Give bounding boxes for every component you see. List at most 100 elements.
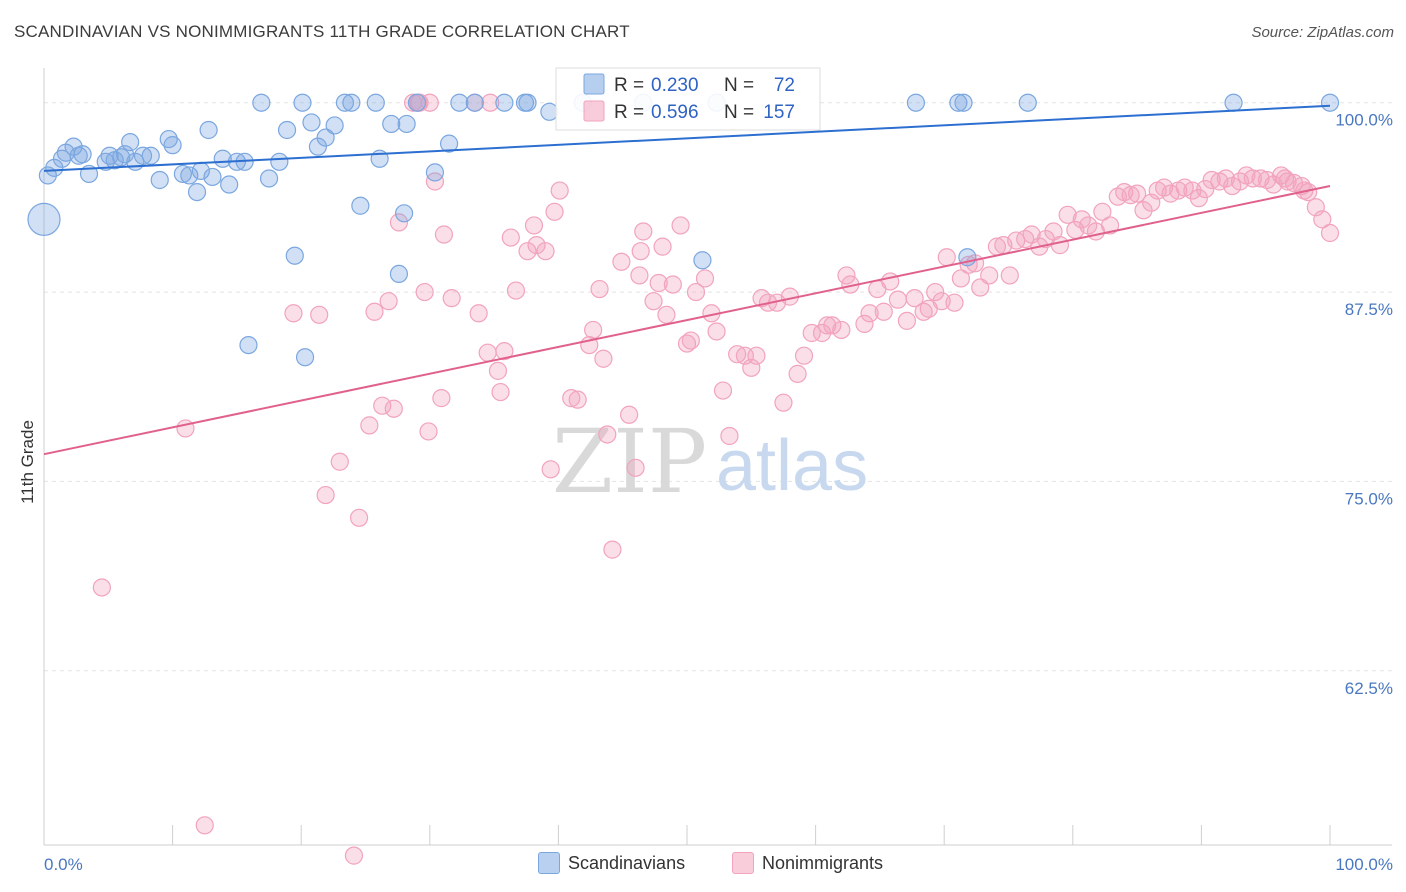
scandinavian-point xyxy=(173,164,192,184)
stats-legend: R = 0.230 N = 72 R = 0.596 N = 157 xyxy=(555,67,821,131)
nonimmigrant-point xyxy=(550,181,569,200)
scandinavian-point xyxy=(382,114,401,134)
nonimmigrant-point xyxy=(905,289,924,308)
watermark: ZIP atlas xyxy=(552,410,868,513)
nonimmigrant-point xyxy=(980,266,999,285)
nonimmigrant-point xyxy=(344,846,364,865)
nonimmigrant-point xyxy=(310,305,329,324)
scandinavian-point xyxy=(73,145,92,164)
nonimmigrant-point xyxy=(1278,172,1297,191)
watermark-atlas: atlas xyxy=(716,426,868,506)
nonimmigrant-point xyxy=(1000,266,1019,285)
nonimmigrant-point xyxy=(1216,169,1235,188)
nonimmigrant-point xyxy=(1202,170,1221,190)
nonimmigrant-point xyxy=(330,452,349,471)
legend-label-nonimmigrants: Nonimmigrants xyxy=(762,852,884,873)
nonimmigrant-point xyxy=(420,93,439,112)
nonimmigrant-point xyxy=(818,316,837,335)
scandinavian-point xyxy=(693,251,712,270)
legend-swatch-nonimmigrants xyxy=(732,852,754,874)
nonimmigrant-point xyxy=(518,242,537,261)
x-tick-label-left: 0.0% xyxy=(44,855,83,874)
r-value: 0.230 xyxy=(651,75,699,96)
nonimmigrant-point xyxy=(802,323,821,343)
nonimmigrant-point xyxy=(626,458,645,477)
nonimmigrant-point xyxy=(1134,201,1153,220)
scandinavian-point xyxy=(465,93,484,112)
nonimmigrant-point xyxy=(794,346,814,365)
nonimmigrant-point xyxy=(630,266,649,285)
scandinavian-point xyxy=(425,163,445,182)
scandinavian-point xyxy=(1018,93,1037,112)
scandinavian-point xyxy=(133,146,153,165)
y-tick-label: 87.5% xyxy=(1345,300,1393,319)
nonimmigrant-point xyxy=(1121,186,1140,205)
scandinavian-point xyxy=(187,182,207,202)
nonimmigrant-point xyxy=(713,381,733,400)
scandinavian-point xyxy=(45,158,64,177)
stats-swatch xyxy=(583,73,605,95)
nonimmigrant-point xyxy=(663,275,682,294)
scandinavian-point xyxy=(121,133,140,152)
nonimmigrant-point xyxy=(584,320,603,340)
nonimmigrant-point xyxy=(681,331,700,350)
scandinavian-point xyxy=(342,93,361,112)
scandinavian-point xyxy=(366,93,385,112)
nonimmigrant-point xyxy=(837,266,856,285)
scandinavian-point xyxy=(351,196,370,215)
scandinavian-point xyxy=(335,93,355,112)
scandinavian-point xyxy=(407,93,427,112)
nonimmigrant-point xyxy=(1050,236,1070,255)
scandinavian-point xyxy=(325,116,344,135)
scandinavian-point xyxy=(270,152,289,171)
nonimmigrant-point xyxy=(971,278,990,297)
scandinavian-point xyxy=(906,93,926,112)
stats-swatch xyxy=(583,100,605,122)
scandinavian-point xyxy=(259,169,279,188)
nonimmigrant-point xyxy=(1320,223,1340,243)
legend-item-nonimmigrants[interactable]: Nonimmigrants xyxy=(732,852,883,874)
nonimmigrant-point xyxy=(823,316,842,335)
nonimmigrant-point xyxy=(634,222,653,241)
nonimmigrant-point xyxy=(603,540,622,559)
nonimmigrant-point xyxy=(612,252,631,271)
nonimmigrant-point xyxy=(695,269,715,288)
scandinavian-point xyxy=(203,167,222,187)
scandinavian-point xyxy=(220,175,239,194)
legend-swatch-scandinavians xyxy=(538,852,560,874)
scandinavian-point xyxy=(949,93,968,112)
nonimmigrant-point xyxy=(945,293,964,312)
scandinavian-point xyxy=(1320,93,1340,112)
nonimmigrant-point xyxy=(506,281,526,300)
scandinavian-point xyxy=(394,204,414,223)
nonimmigrant-point xyxy=(434,225,454,244)
scandinavian-point xyxy=(27,202,61,236)
nonimmigrant-point xyxy=(491,382,510,402)
trend-line-scandinavians xyxy=(43,104,1331,172)
nonimmigrant-point xyxy=(568,390,587,409)
nonimmigrant-point xyxy=(384,399,403,418)
nonimmigrant-point xyxy=(419,422,438,441)
n-label: N = xyxy=(724,102,754,123)
nonimmigrant-point xyxy=(432,389,451,408)
nonimmigrant-point xyxy=(1127,184,1147,203)
nonimmigrant-point xyxy=(937,248,956,267)
nonimmigrant-point xyxy=(914,302,933,321)
nonimmigrant-point xyxy=(527,236,546,255)
nonimmigrant-point xyxy=(360,416,379,435)
nonimmigrant-point xyxy=(316,485,335,505)
legend-item-scandinavians[interactable]: Scandinavians xyxy=(538,852,685,874)
nonimmigrant-point xyxy=(92,578,111,597)
nonimmigrant-point xyxy=(389,213,409,232)
trend-line-nonimmigrants xyxy=(43,185,1331,456)
nonimmigrant-point xyxy=(951,269,971,288)
nonimmigrant-point xyxy=(373,396,392,415)
scandinavian-point xyxy=(239,335,258,355)
scandinavian-point xyxy=(397,114,416,134)
scandinavian-point xyxy=(495,93,514,112)
nonimmigrant-point xyxy=(888,290,908,309)
nonimmigrant-point xyxy=(1100,216,1120,235)
nonimmigrant-point xyxy=(481,93,500,112)
scandinavian-point xyxy=(1224,93,1243,112)
